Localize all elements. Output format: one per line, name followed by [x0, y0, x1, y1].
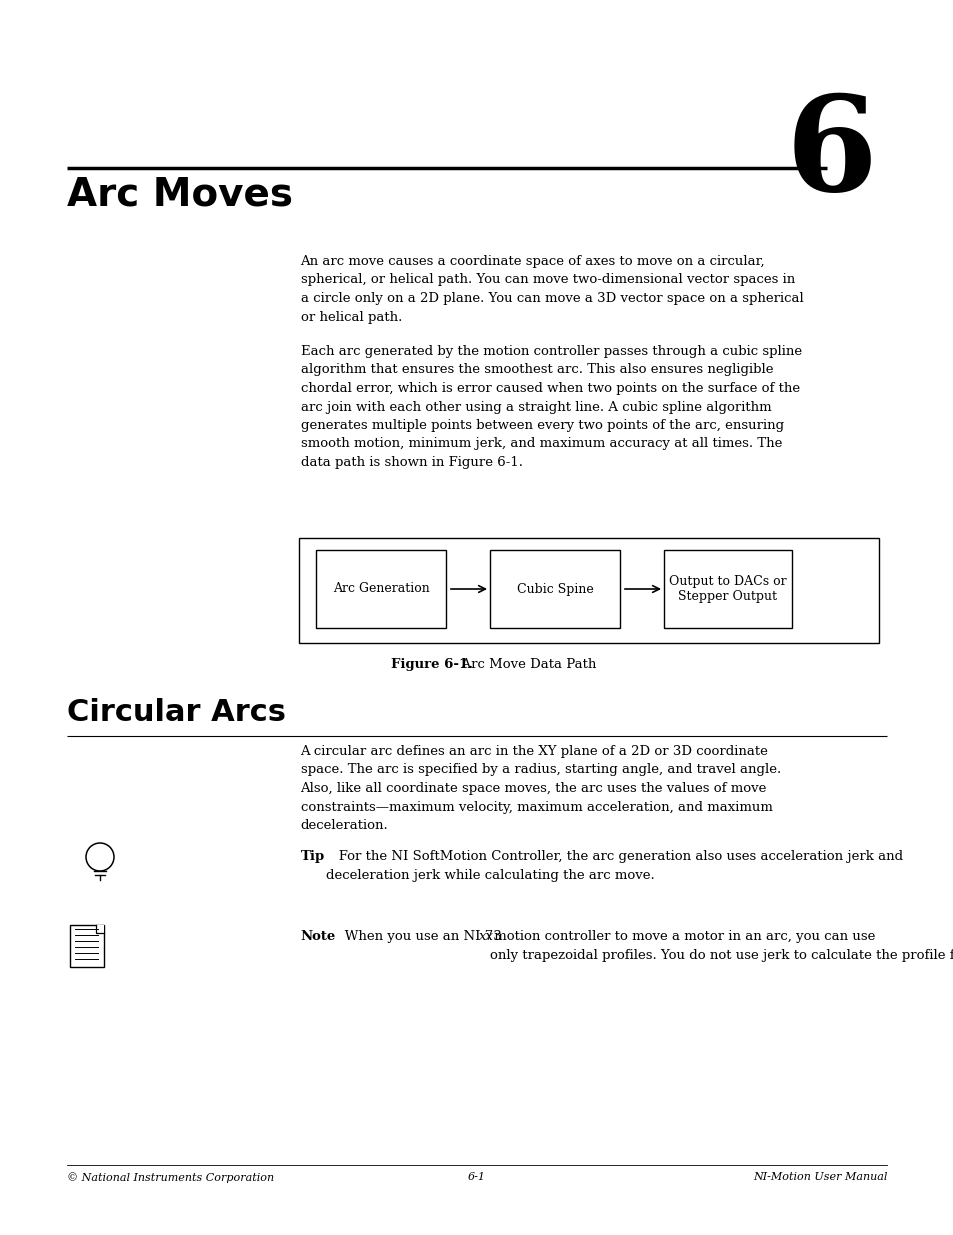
Text: For the NI SoftMotion Controller, the arc generation also uses acceleration jerk: For the NI SoftMotion Controller, the ar…	[325, 850, 902, 882]
Bar	[663, 550, 791, 629]
Text: Arc Generation: Arc Generation	[333, 583, 429, 595]
Text: Cubic Spine: Cubic Spine	[517, 583, 593, 595]
Text: An arc move causes a coordinate space of axes to move on a circular,
spherical, : An arc move causes a coordinate space of…	[300, 254, 802, 324]
Text: Tip: Tip	[300, 850, 324, 863]
Text: motion controller to move a motor in an arc, you can use
only trapezoidal profil: motion controller to move a motor in an …	[489, 930, 953, 962]
Text: Arc Move Data Path: Arc Move Data Path	[452, 658, 596, 671]
Bar	[490, 550, 619, 629]
Text: Figure 6-1.: Figure 6-1.	[390, 658, 472, 671]
Text: 6-1: 6-1	[468, 1172, 485, 1182]
Text: xx: xx	[478, 930, 493, 944]
Text: Output to DACs or
Stepper Output: Output to DACs or Stepper Output	[668, 576, 786, 603]
Bar	[70, 925, 104, 967]
Text: © National Instruments Corporation: © National Instruments Corporation	[67, 1172, 274, 1183]
Bar	[315, 550, 446, 629]
Text: NI-Motion User Manual: NI-Motion User Manual	[752, 1172, 886, 1182]
Text: A circular arc defines an arc in the XY plane of a 2D or 3D coordinate
space. Th: A circular arc defines an arc in the XY …	[300, 745, 780, 832]
Text: 6: 6	[784, 90, 877, 219]
Text: Each arc generated by the motion controller passes through a cubic spline
algori: Each arc generated by the motion control…	[300, 345, 801, 469]
Polygon shape	[96, 925, 104, 932]
Text: When you use an NI 73: When you use an NI 73	[331, 930, 500, 944]
Text: Arc Moves: Arc Moves	[67, 175, 293, 212]
Text: Circular Arcs: Circular Arcs	[67, 698, 286, 727]
Bar	[298, 538, 878, 643]
Text: Note: Note	[300, 930, 335, 944]
